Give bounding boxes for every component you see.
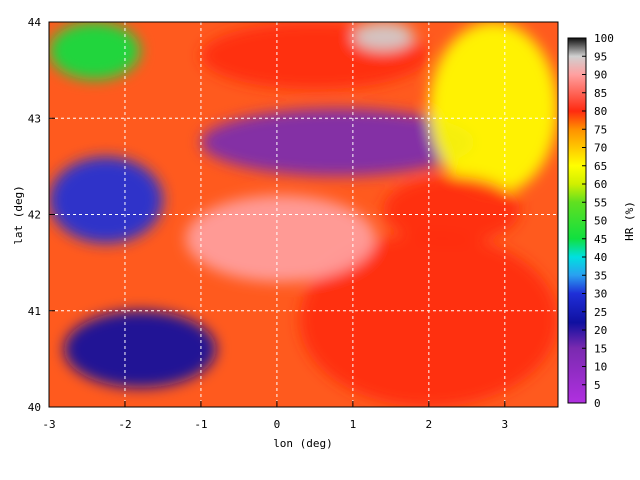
colorbar-label: HR (%) bbox=[623, 201, 636, 241]
colorbar-tick-label: 0 bbox=[594, 397, 601, 410]
x-tick-label: 1 bbox=[350, 418, 357, 431]
field-region-north-east-land bbox=[428, 22, 558, 196]
colorbar-tick-label: 95 bbox=[594, 50, 607, 63]
colorbar-tick-label: 45 bbox=[594, 233, 607, 246]
colorbar-ticks: 0 5 10 15 20 25 30 35 40 45 50 55 60 65 70 75 80 85 90 95 10… bbox=[582, 32, 614, 410]
x-axis-ticks: -3 -2 -1 0 1 2 3 bbox=[42, 401, 508, 431]
colorbar: 0 5 10 15 20 25 30 35 40 45 50 55 60 65 70 75 80 85 90 95 10… bbox=[567, 32, 636, 410]
plot-area bbox=[48, 21, 559, 408]
field-region-northwest-coast bbox=[49, 22, 141, 80]
field-region-central-pyrenees bbox=[200, 108, 475, 176]
colorbar-tick-label: 75 bbox=[594, 123, 607, 136]
field-region-north-peak bbox=[352, 22, 414, 51]
colorbar-tick-label: 35 bbox=[594, 269, 607, 282]
colorbar-tick-label: 20 bbox=[594, 324, 607, 337]
field-region-western-plateau bbox=[49, 156, 163, 244]
x-tick-label: -3 bbox=[42, 418, 55, 431]
colorbar-tick-label: 70 bbox=[594, 142, 607, 155]
y-tick-label: 43 bbox=[28, 112, 41, 125]
colorbar-tick-label: 15 bbox=[594, 342, 607, 355]
x-axis-label: lon (deg) bbox=[273, 437, 333, 450]
y-tick-label: 40 bbox=[28, 401, 41, 414]
colorbar-tick-label: 85 bbox=[594, 87, 607, 100]
colorbar-tick-label: 5 bbox=[594, 379, 601, 392]
x-tick-label: -2 bbox=[118, 418, 131, 431]
y-tick-label: 41 bbox=[28, 305, 41, 318]
colorbar-tick-label: 40 bbox=[594, 251, 607, 264]
colorbar-tick-label: 80 bbox=[594, 105, 607, 118]
field-region-southwest-iberian bbox=[64, 310, 217, 388]
colorbar-tick-label: 100 bbox=[594, 32, 614, 45]
colorbar-tick-label: 50 bbox=[594, 215, 607, 228]
colorbar-tick-label: 90 bbox=[594, 69, 607, 82]
y-axis-label: lat (deg) bbox=[12, 185, 25, 245]
field-region-catalan-coast bbox=[383, 176, 521, 244]
x-tick-label: 3 bbox=[502, 418, 509, 431]
colorbar-tick-label: 25 bbox=[594, 306, 607, 319]
x-tick-label: 2 bbox=[426, 418, 433, 431]
colorbar-tick-label: 30 bbox=[594, 288, 607, 301]
field-region-ebro-valley bbox=[185, 195, 376, 282]
y-axis-ticks: 40 41 42 43 44 bbox=[28, 16, 55, 414]
colorbar-tick-label: 65 bbox=[594, 160, 607, 173]
colorbar-tick-label: 55 bbox=[594, 196, 607, 209]
y-tick-label: 42 bbox=[28, 209, 41, 222]
colorbar-tick-label: 10 bbox=[594, 361, 607, 374]
y-tick-label: 44 bbox=[28, 16, 42, 29]
field-region-mediterranean-sea bbox=[299, 233, 558, 407]
x-tick-label: -1 bbox=[194, 418, 207, 431]
x-tick-label: 0 bbox=[274, 418, 281, 431]
humidity-field bbox=[49, 22, 558, 407]
colorbar-tick-label: 60 bbox=[594, 178, 607, 191]
